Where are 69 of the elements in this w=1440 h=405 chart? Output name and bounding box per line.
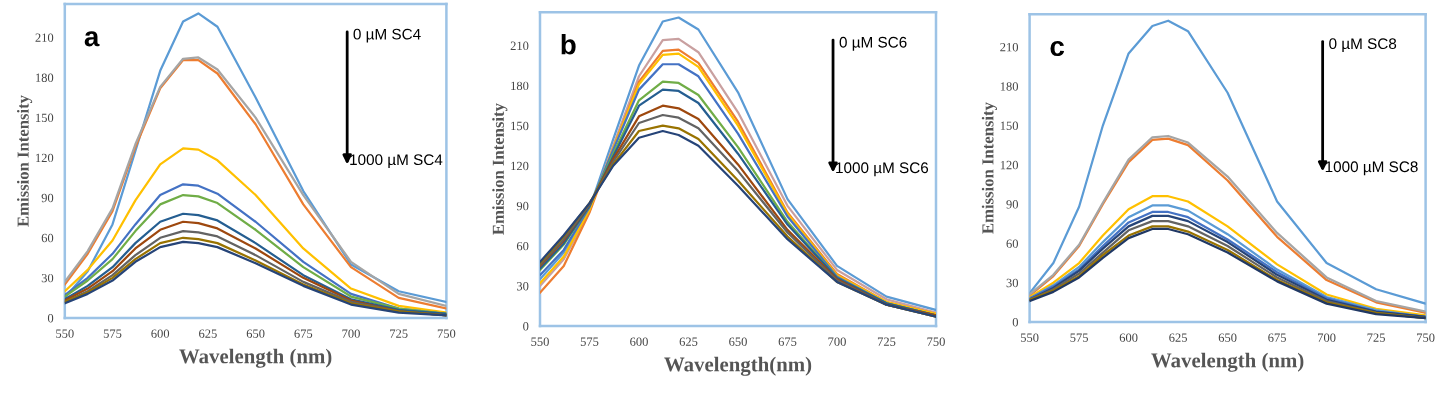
x-tick-label: 550 [56,329,74,338]
y-tick-label: 120 [1000,160,1019,170]
y-tick-label: 180 [1000,82,1019,91]
x-tick-label: 625 [1169,333,1187,342]
x-tick-label: 675 [778,337,797,346]
x-tick-label: 675 [1268,333,1286,342]
x-tick-label: 650 [729,337,747,346]
annotation: 1000 µM SC4 [350,154,443,169]
annotation: 1000 µM SC8 [1325,161,1418,176]
y-tick-label: 180 [511,81,529,91]
y-tick-label: 0 [523,322,529,331]
x-tick-label: 600 [151,329,170,338]
y-tick-label: 90 [41,193,54,203]
y-tick-label: 30 [1006,278,1019,288]
x-tick-label: 650 [246,329,265,338]
y-axis-title: Emission Intensity [492,103,508,235]
x-axis-title: Wavelength (nm) [179,348,332,368]
annotation: b [561,34,576,55]
annotation: 0 µM SC4 [353,28,421,43]
y-tick-label: 90 [1006,200,1019,209]
y-tick-label: 150 [511,121,529,131]
x-tick-label: 625 [679,337,698,346]
annotation: 1000 µM SC6 [836,162,929,177]
x-tick-label: 600 [1119,333,1138,342]
y-tick-label: 60 [1006,239,1019,248]
x-tick-label: 725 [1367,333,1385,342]
x-tick-label: 750 [437,329,456,338]
x-tick-label: 750 [1417,333,1435,342]
x-tick-label: 625 [199,329,217,338]
x-tick-label: 725 [390,329,408,338]
x-tick-label: 700 [828,337,846,346]
annotation: 0 µM SC8 [1329,38,1397,53]
y-tick-label: 30 [516,281,529,291]
y-tick-label: 120 [511,161,529,171]
y-tick-label: 0 [1012,318,1019,327]
annotation: a [84,31,100,47]
y-tick-label: 60 [516,241,529,251]
y-tick-label: 150 [36,113,54,123]
x-tick-label: 700 [1318,333,1336,342]
x-tick-label: 575 [103,329,122,338]
y-tick-label: 150 [1000,121,1019,130]
x-tick-label: 550 [1020,333,1039,342]
annotation: c [1050,40,1065,57]
x-tick-label: 575 [1070,333,1088,342]
y-tick-label: 120 [36,153,54,163]
y-tick-label: 210 [1000,42,1019,52]
annotation: 0 µM SC6 [839,36,907,51]
y-tick-label: 30 [41,273,54,283]
x-tick-label: 650 [1218,333,1237,342]
x-tick-label: 550 [531,337,549,346]
y-tick-label: 0 [47,313,54,323]
x-tick-label: 575 [580,337,599,346]
x-tick-label: 700 [342,329,360,338]
y-tick-label: 210 [510,41,529,50]
x-axis-title: Wavelength (nm) [1151,352,1304,372]
y-axis-title: Emission Intensity [17,95,33,227]
y-tick-label: 210 [35,33,54,42]
x-tick-label: 600 [630,337,648,346]
x-tick-label: 750 [927,337,945,346]
y-tick-label: 90 [516,201,529,211]
x-axis-title: Wavelength(nm) [664,356,812,376]
x-tick-label: 675 [294,329,313,338]
y-tick-label: 180 [36,73,54,82]
x-tick-label: 725 [877,337,896,346]
y-tick-label: 60 [41,233,54,243]
line-series [64,147,447,314]
line-series [64,12,447,304]
line-series [1029,19,1426,305]
y-axis-title: Emission Intensity [981,102,997,234]
